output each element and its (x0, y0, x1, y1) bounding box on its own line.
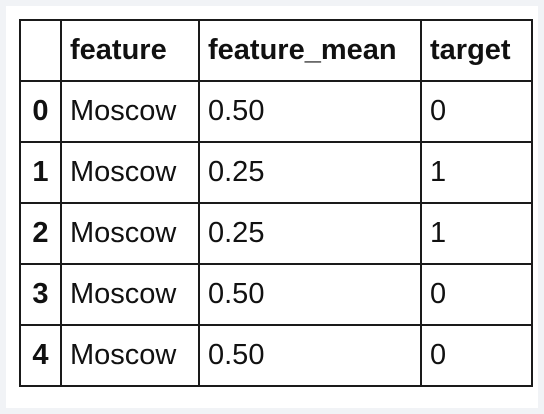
feature-cell: Moscow (60, 263, 200, 326)
feature-mean-cell: 0.50 (198, 324, 422, 387)
column-header-target: target (420, 19, 533, 82)
row-index: 3 (19, 263, 62, 326)
header-row: feature feature_mean target (19, 19, 533, 82)
feature-mean-cell: 0.50 (198, 80, 422, 143)
target-cell: 0 (420, 80, 533, 143)
dataframe-table: feature feature_mean target 0 Moscow 0.5… (19, 19, 533, 387)
table-row: 3 Moscow 0.50 0 (19, 263, 533, 326)
feature-mean-cell: 0.50 (198, 263, 422, 326)
index-header-cell (19, 19, 62, 82)
table-row: 1 Moscow 0.25 1 (19, 141, 533, 204)
target-cell: 0 (420, 263, 533, 326)
target-cell: 0 (420, 324, 533, 387)
column-header-feature: feature (60, 19, 200, 82)
feature-mean-cell: 0.25 (198, 202, 422, 265)
target-cell: 1 (420, 141, 533, 204)
row-index: 1 (19, 141, 62, 204)
feature-cell: Moscow (60, 80, 200, 143)
table-row: 0 Moscow 0.50 0 (19, 80, 533, 143)
row-index: 2 (19, 202, 62, 265)
feature-cell: Moscow (60, 202, 200, 265)
row-index: 0 (19, 80, 62, 143)
dataframe-output: feature feature_mean target 0 Moscow 0.5… (6, 6, 538, 408)
row-index: 4 (19, 324, 62, 387)
target-cell: 1 (420, 202, 533, 265)
column-header-feature-mean: feature_mean (198, 19, 422, 82)
table-row: 4 Moscow 0.50 0 (19, 324, 533, 387)
table-row: 2 Moscow 0.25 1 (19, 202, 533, 265)
feature-mean-cell: 0.25 (198, 141, 422, 204)
feature-cell: Moscow (60, 324, 200, 387)
feature-cell: Moscow (60, 141, 200, 204)
